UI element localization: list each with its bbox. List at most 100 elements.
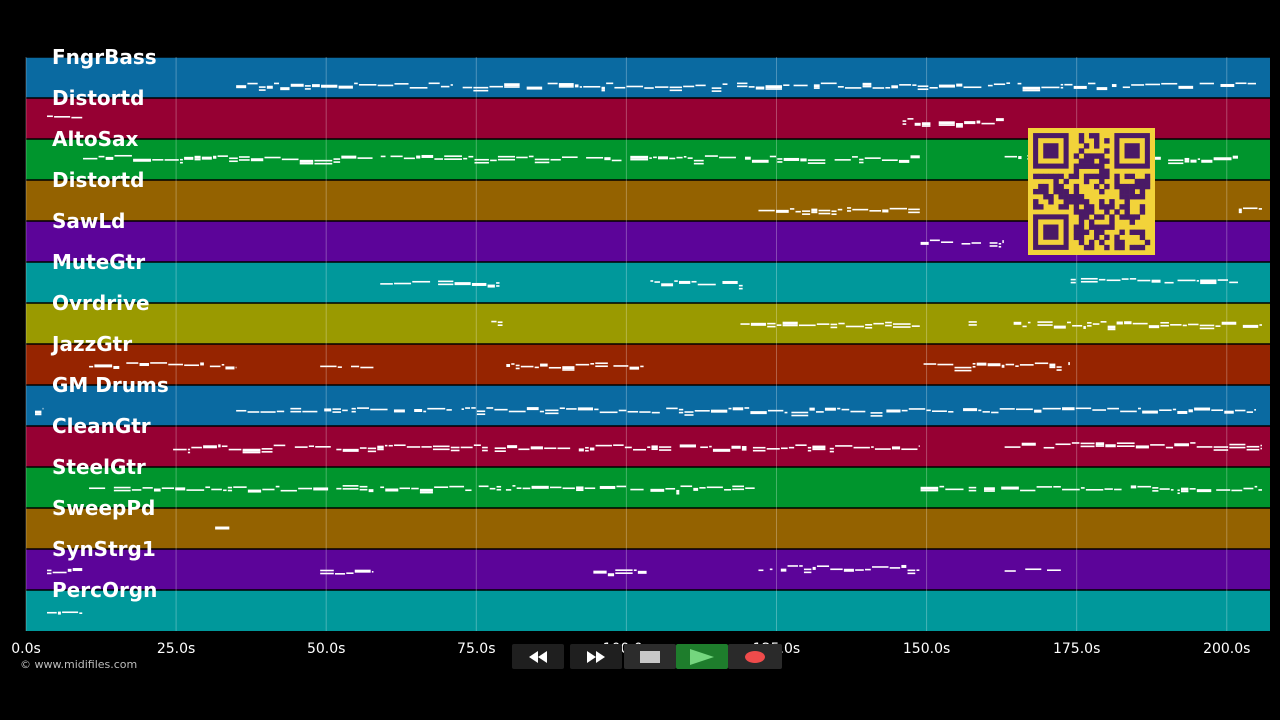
note bbox=[105, 156, 114, 160]
note bbox=[993, 83, 1006, 86]
note bbox=[235, 366, 237, 369]
note bbox=[545, 409, 559, 412]
track-label: JazzGtr bbox=[50, 332, 132, 356]
note bbox=[680, 485, 693, 488]
qr-module bbox=[1078, 158, 1085, 164]
qr-module bbox=[1048, 173, 1054, 180]
note bbox=[1231, 489, 1243, 492]
note bbox=[273, 82, 280, 85]
note bbox=[561, 156, 578, 159]
qr-module bbox=[1063, 199, 1069, 205]
note bbox=[558, 86, 574, 88]
note bbox=[719, 156, 736, 159]
note bbox=[972, 362, 976, 365]
note bbox=[1017, 82, 1022, 85]
fast-forward-button[interactable] bbox=[570, 644, 622, 669]
note bbox=[1015, 408, 1033, 411]
qr-module bbox=[1083, 173, 1090, 180]
note bbox=[273, 444, 286, 447]
note bbox=[937, 363, 954, 366]
time-tick-label: 25.0s bbox=[157, 641, 195, 657]
note bbox=[898, 159, 910, 163]
note bbox=[737, 82, 748, 85]
note bbox=[1194, 407, 1211, 411]
note bbox=[534, 161, 550, 164]
note bbox=[465, 407, 471, 409]
track-lane[interactable] bbox=[26, 508, 1270, 549]
note bbox=[1170, 489, 1174, 491]
note bbox=[920, 486, 939, 490]
qr-module bbox=[1129, 244, 1135, 251]
note bbox=[758, 569, 764, 572]
note bbox=[830, 568, 843, 571]
track-lane[interactable] bbox=[26, 549, 1270, 590]
note bbox=[665, 487, 676, 490]
note bbox=[1172, 408, 1177, 411]
note bbox=[358, 84, 377, 86]
note bbox=[548, 366, 562, 369]
note bbox=[1068, 362, 1070, 366]
note bbox=[844, 87, 862, 89]
note bbox=[649, 157, 652, 159]
qr-module bbox=[1073, 153, 1080, 159]
note bbox=[956, 126, 963, 128]
note bbox=[496, 488, 502, 491]
track-lane[interactable] bbox=[26, 590, 1270, 631]
track-label: FngrBass bbox=[52, 45, 157, 69]
note bbox=[732, 485, 745, 488]
note bbox=[907, 569, 916, 572]
qr-module bbox=[1129, 188, 1135, 195]
qr-module bbox=[1083, 143, 1090, 149]
note bbox=[752, 449, 766, 452]
note bbox=[432, 448, 450, 451]
note bbox=[995, 118, 1004, 122]
note bbox=[1062, 407, 1075, 411]
note bbox=[989, 242, 998, 244]
note bbox=[209, 365, 221, 368]
stop-button[interactable] bbox=[624, 644, 676, 669]
record-button[interactable] bbox=[728, 644, 782, 669]
note bbox=[679, 444, 696, 448]
qr-finder bbox=[1033, 214, 1069, 250]
note bbox=[1190, 442, 1196, 444]
note bbox=[113, 486, 131, 489]
qr-module bbox=[1104, 204, 1110, 210]
play-button[interactable] bbox=[676, 644, 728, 669]
note bbox=[918, 445, 920, 447]
qr-code-icon[interactable] bbox=[1028, 128, 1155, 255]
note bbox=[1160, 321, 1169, 324]
qr-module bbox=[1088, 153, 1095, 159]
note bbox=[1196, 280, 1199, 282]
note bbox=[1234, 409, 1246, 412]
track-lane[interactable] bbox=[26, 57, 1270, 98]
note bbox=[691, 280, 697, 283]
note bbox=[987, 84, 993, 87]
note bbox=[1072, 324, 1083, 327]
qr-module bbox=[1139, 183, 1146, 190]
note bbox=[412, 280, 431, 283]
note bbox=[1092, 409, 1107, 411]
note bbox=[522, 487, 531, 490]
note bbox=[613, 444, 624, 446]
note bbox=[1152, 490, 1159, 492]
track-lane[interactable] bbox=[26, 344, 1270, 385]
note bbox=[968, 486, 977, 489]
note bbox=[1130, 485, 1137, 489]
note bbox=[1116, 321, 1123, 325]
time-tick-label: 175.0s bbox=[1053, 641, 1100, 657]
track-lane[interactable] bbox=[26, 385, 1270, 426]
note bbox=[872, 566, 889, 568]
note bbox=[432, 445, 450, 448]
note bbox=[758, 209, 775, 212]
rewind-button[interactable] bbox=[512, 644, 564, 669]
track-lane[interactable] bbox=[26, 262, 1270, 303]
note bbox=[476, 413, 486, 416]
qr-module bbox=[1043, 188, 1049, 195]
track-lane[interactable] bbox=[26, 303, 1270, 344]
note bbox=[929, 239, 940, 242]
note bbox=[1088, 82, 1096, 85]
note bbox=[1022, 89, 1041, 92]
note bbox=[221, 363, 225, 366]
note bbox=[314, 162, 333, 165]
